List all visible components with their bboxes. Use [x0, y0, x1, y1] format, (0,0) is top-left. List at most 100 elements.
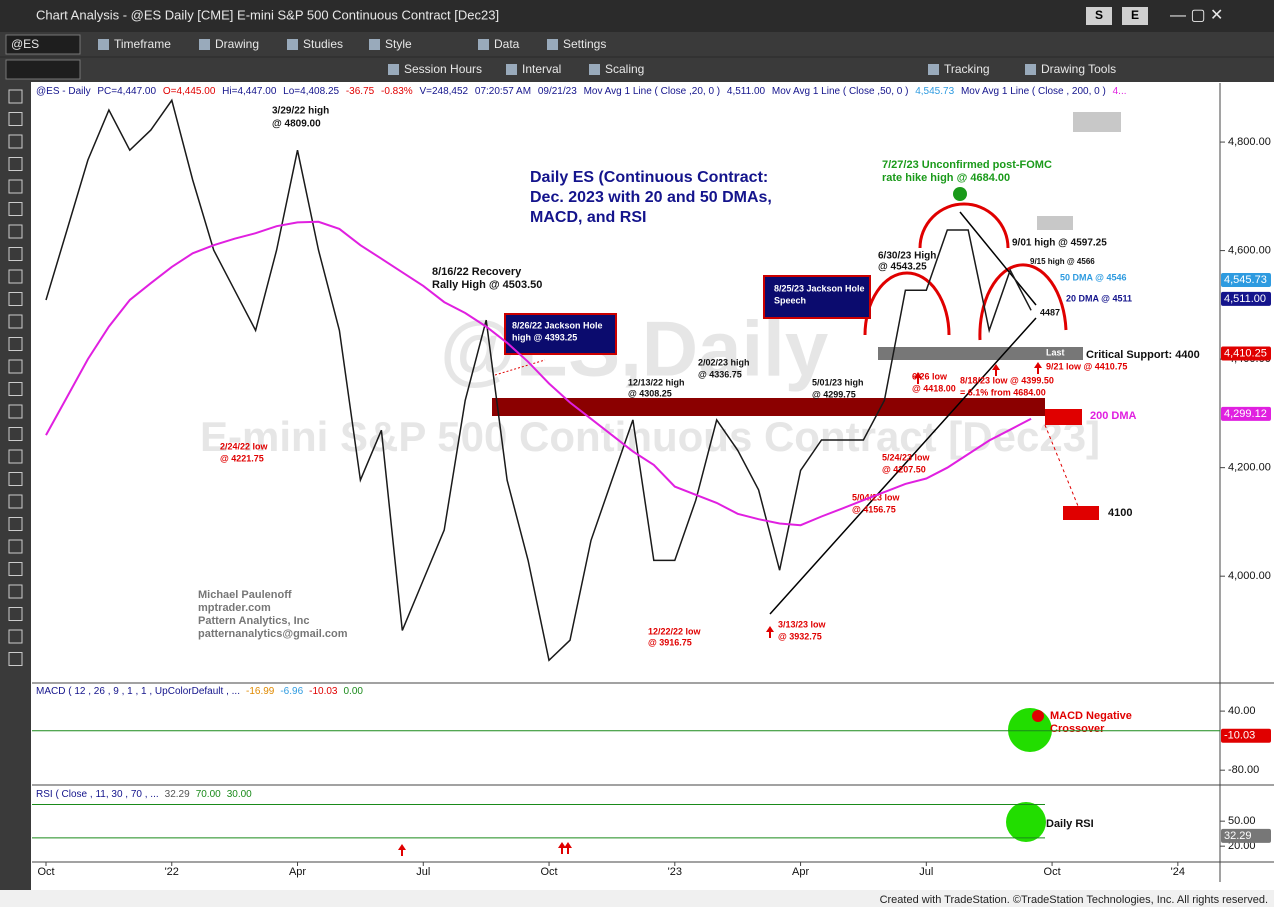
tool-icon[interactable] — [478, 39, 489, 50]
footer-bar — [0, 890, 1274, 907]
support-band — [878, 347, 1083, 360]
resistance-band — [492, 398, 1045, 416]
tool-icon[interactable] — [8, 314, 23, 329]
status-item: 4,545.73 — [915, 86, 954, 97]
tool-icon[interactable] — [8, 449, 23, 464]
toolbar-button[interactable]: Session Hours — [404, 62, 482, 76]
tool-icon[interactable] — [1025, 64, 1036, 75]
price-marker — [1221, 291, 1271, 306]
tool-icon[interactable] — [928, 64, 939, 75]
price-marker-label: 4,511.00 — [1224, 293, 1266, 305]
y-tick-label: 40.00 — [1228, 705, 1256, 717]
tool-icon[interactable] — [8, 607, 23, 621]
annotation: 8/25/23 Jackson Hole — [774, 283, 865, 293]
toolbar-button[interactable]: Drawing Tools — [1041, 62, 1116, 76]
watermark: E-mini S&P 500 Continuous Contract [Dec2… — [200, 413, 1100, 460]
up-arrow — [558, 842, 566, 854]
toolbar-button[interactable]: Drawing — [215, 37, 259, 51]
highlight-circle — [1006, 802, 1046, 842]
window-controls[interactable]: — ▢ ✕ — [1170, 7, 1223, 24]
tool-icon[interactable] — [8, 629, 23, 644]
tool-icon[interactable] — [8, 112, 23, 126]
y-tick-label: 20.00 — [1228, 840, 1256, 852]
annotation: 6/26 low — [912, 371, 948, 381]
arrows — [398, 362, 1042, 856]
tool-icon[interactable] — [8, 472, 23, 486]
tool-icon[interactable] — [8, 269, 23, 284]
toolbar-button[interactable]: Studies — [303, 37, 343, 51]
annotation: 9/15 high @ 4566 — [1030, 257, 1095, 266]
tool-icon[interactable] — [8, 494, 23, 509]
tool-icon[interactable] — [8, 337, 23, 351]
title-bar — [0, 0, 1274, 32]
y-tick-label: 4,800.00 — [1228, 136, 1271, 148]
toolbar-button[interactable]: Settings — [563, 37, 606, 51]
toolbar-button[interactable]: Scaling — [605, 62, 644, 76]
tool-icon[interactable] — [8, 359, 23, 374]
button[interactable] — [1122, 7, 1148, 25]
symbol-input[interactable] — [5, 34, 81, 55]
x-tick-label: '24 — [1171, 866, 1185, 878]
macd-reading: -10.03 — [309, 686, 338, 697]
button-label[interactable]: E — [1131, 8, 1139, 22]
annotation: Rally High @ 4503.50 — [432, 279, 542, 291]
tool-icon[interactable] — [8, 517, 23, 531]
up-arrow — [914, 372, 922, 384]
annotation: 5/04/23 low — [852, 492, 901, 502]
annotation: @ 4299.75 — [812, 389, 856, 399]
tool-icon[interactable] — [199, 39, 210, 50]
tool-icon[interactable] — [8, 584, 23, 599]
footer: Created with TradeStation. ©TradeStation… — [880, 894, 1268, 906]
toolbar-button[interactable]: Tracking — [944, 62, 990, 76]
tool-icon[interactable] — [8, 652, 23, 666]
annotation: 20 DMA @ 4511 — [1066, 293, 1132, 303]
tool-icon[interactable] — [8, 224, 23, 239]
toolbar-button[interactable]: Timeframe — [114, 37, 171, 51]
toolbar-button[interactable]: Interval — [522, 62, 561, 76]
tool-icon[interactable] — [369, 39, 380, 50]
tool-icon[interactable] — [8, 382, 23, 396]
tool-icon[interactable] — [547, 39, 558, 50]
rsi-title: RSI ( Close , 11, 30 , 70 , ... — [36, 789, 159, 800]
tool-icon[interactable] — [8, 179, 23, 194]
tool-icon[interactable] — [8, 134, 23, 149]
tool-icon[interactable] — [287, 39, 298, 50]
tool-icon[interactable] — [8, 157, 23, 171]
rsi-reading: 30.00 — [227, 789, 252, 800]
annotation: @ 4207.50 — [882, 464, 926, 474]
interval-input[interactable] — [5, 59, 81, 80]
tool-icon[interactable] — [8, 562, 23, 576]
chart-note: Dec. 2023 with 20 and 50 DMAs, — [530, 189, 772, 206]
status-item: 07:20:57 AM — [475, 86, 531, 97]
annotation: 2/24/22 low — [220, 441, 269, 451]
tool-icon[interactable] — [8, 292, 23, 306]
callout-box — [763, 275, 871, 319]
window-title: Chart Analysis - @ES Daily [CME] E-mini … — [36, 7, 499, 22]
tool-icon[interactable] — [8, 404, 23, 419]
annotation: @ 4809.00 — [272, 119, 321, 130]
button-label[interactable]: S — [1095, 8, 1103, 22]
tool-icon[interactable] — [8, 247, 23, 261]
tool-icon[interactable] — [388, 64, 399, 75]
button[interactable] — [1086, 7, 1112, 25]
tool-icon[interactable] — [8, 539, 23, 554]
price-marker-label: 4,410.25 — [1224, 347, 1267, 359]
status-item: Mov Avg 1 Line ( Close ,50, 0 ) — [772, 86, 909, 97]
annotation: 200 DMA — [1090, 410, 1137, 422]
toolbar-button[interactable]: Style — [385, 37, 412, 51]
symbol[interactable]: @ES — [11, 37, 39, 51]
macd-reading: 0.00 — [344, 686, 364, 697]
tool-icon[interactable] — [98, 39, 109, 50]
toolbar-button[interactable]: Data — [494, 37, 520, 51]
status-item: PC=4,447.00 — [97, 86, 156, 97]
tool-icon[interactable] — [589, 64, 600, 75]
tool-icon[interactable] — [8, 89, 23, 104]
tool-icon[interactable] — [506, 64, 517, 75]
status-item: Mov Avg 1 Line ( Close , 200, 0 ) — [961, 86, 1106, 97]
credit: Pattern Analytics, Inc — [198, 615, 309, 627]
status-item: Mov Avg 1 Line ( Close ,20, 0 ) — [584, 86, 721, 97]
tool-icon[interactable] — [8, 427, 23, 441]
tool-icon[interactable] — [8, 202, 23, 216]
annotation: 3/13/23 low — [778, 619, 827, 629]
annotation: rate hike high @ 4684.00 — [882, 172, 1010, 184]
